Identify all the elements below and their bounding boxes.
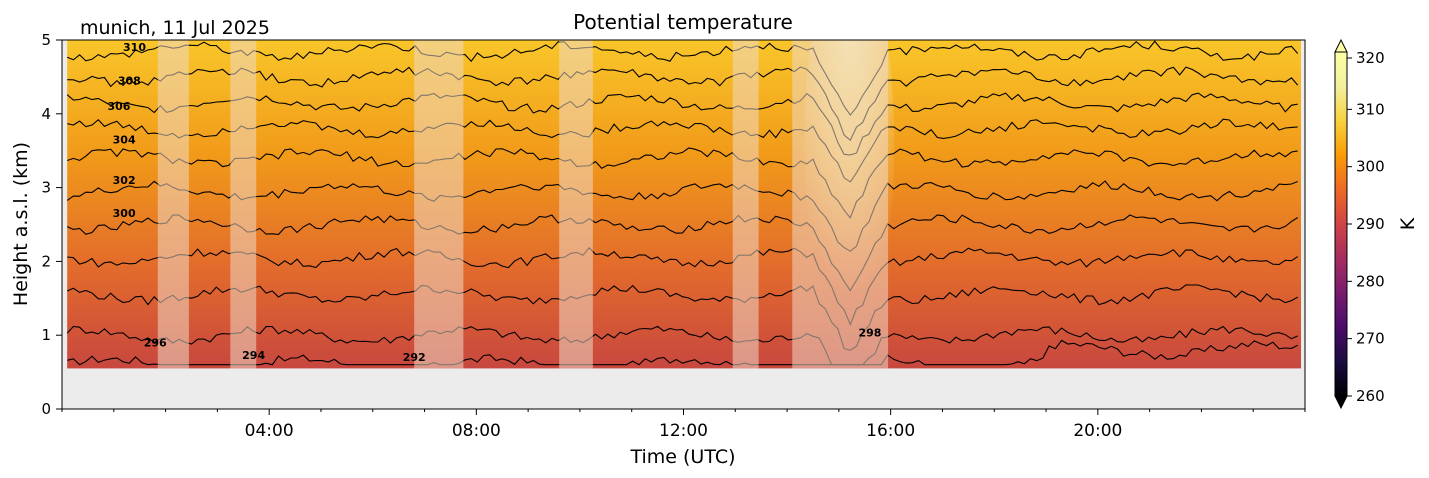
masked-interval-5 <box>732 40 759 369</box>
contour-line-306 <box>67 147 1298 219</box>
colorbar-tick-label: 290 <box>1356 215 1385 233</box>
contour-line-310 <box>66 92 1298 156</box>
y-tick-label: 1 <box>41 326 51 344</box>
colorbar: 260 270 280 290 300 310 320 K <box>1334 38 1419 410</box>
x-tick-label: 20:00 <box>1073 421 1122 441</box>
location-date-label: munich, 11 Jul 2025 <box>80 17 270 39</box>
masked-interval-6 <box>792 40 889 369</box>
chart-title: Potential temperature <box>573 10 793 34</box>
colorbar-tick-label: 270 <box>1356 330 1385 348</box>
plot-area: 296 294 292 298 300 302 304 306 308 310 <box>62 40 1305 409</box>
contour-label-304: 304 <box>113 133 136 146</box>
colorbar-ticks: 260 270 280 290 300 310 320 <box>1347 49 1385 405</box>
colorbar-tick-label: 300 <box>1356 158 1385 176</box>
contour-line-308 <box>67 118 1298 183</box>
contour-label-302: 302 <box>113 174 136 187</box>
masked-interval-2 <box>230 40 257 369</box>
y-tick-label: 2 <box>41 252 51 270</box>
colorbar-tick-label: 260 <box>1356 387 1385 405</box>
y-tick-label: 4 <box>41 105 51 123</box>
contour-label-310: 310 <box>123 41 146 54</box>
contour-line-300 <box>67 246 1299 326</box>
contour-line-294 <box>67 339 1298 366</box>
colorbar-label: K <box>1397 217 1419 230</box>
contour-line-296 <box>66 325 1298 366</box>
x-tick-label: 16:00 <box>866 421 915 441</box>
contour-line-302 <box>66 214 1298 292</box>
x-tick-label: 08:00 <box>452 421 501 441</box>
contour-line-314 <box>66 40 1299 116</box>
y-tick-label: 3 <box>41 179 51 197</box>
contour-line-312 <box>67 66 1299 142</box>
y-axis-label: Height a.s.l. (km) <box>10 142 32 306</box>
colorbar-tick-label: 320 <box>1356 49 1385 67</box>
contour-labels: 296 294 292 298 300 302 304 306 308 310 <box>107 41 881 364</box>
masked-interval-1 <box>157 40 189 369</box>
colorbar-extend-min <box>1334 395 1348 410</box>
contour-label-294: 294 <box>242 349 265 362</box>
x-axis-ticks: 04:00 08:00 12:00 16:00 20:00 <box>61 409 1306 441</box>
contour-label-296: 296 <box>144 336 167 349</box>
y-axis-ticks: 0 1 2 3 4 5 <box>41 31 62 418</box>
contour-line-298 <box>66 284 1298 351</box>
contour-label-306: 306 <box>107 100 130 113</box>
y-tick-label: 5 <box>41 31 51 49</box>
x-axis-label: Time (UTC) <box>629 446 735 468</box>
contour-label-300: 300 <box>113 207 136 220</box>
masked-interval-4 <box>559 40 593 369</box>
colorbar-gradient <box>1334 51 1348 397</box>
contour-label-292: 292 <box>403 351 426 364</box>
contour-label-308: 308 <box>118 74 141 87</box>
contour-label-298: 298 <box>858 327 881 340</box>
colorbar-tick-label: 310 <box>1356 100 1385 118</box>
masked-intervals <box>157 40 889 369</box>
y-tick-label: 0 <box>41 400 51 418</box>
contour-lines <box>66 40 1299 366</box>
x-tick-label: 12:00 <box>659 421 708 441</box>
contour-line-304 <box>66 180 1298 252</box>
colorbar-tick-label: 280 <box>1356 272 1385 290</box>
temperature-field <box>67 40 1301 369</box>
masked-interval-3 <box>414 40 464 369</box>
colorbar-extend-max <box>1334 38 1348 53</box>
x-tick-label: 04:00 <box>245 421 294 441</box>
